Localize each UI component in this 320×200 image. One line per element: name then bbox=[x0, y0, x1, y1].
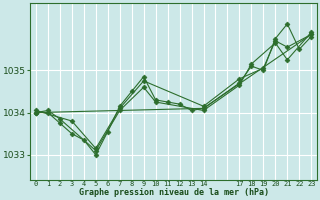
X-axis label: Graphe pression niveau de la mer (hPa): Graphe pression niveau de la mer (hPa) bbox=[79, 188, 268, 197]
